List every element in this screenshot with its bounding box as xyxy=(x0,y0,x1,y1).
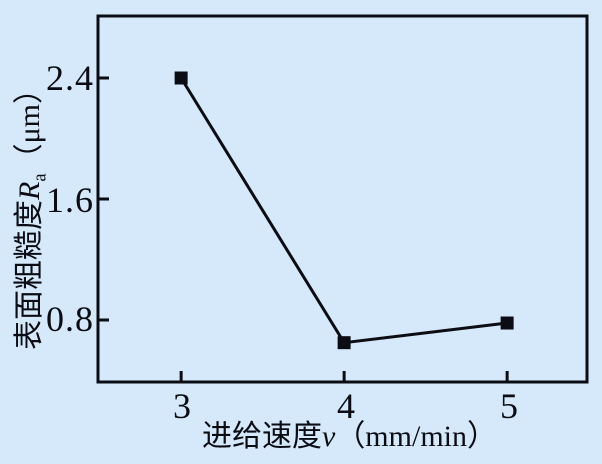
data-point-marker xyxy=(337,336,351,350)
y-axis-label: 表面粗糙度Ra（μm） xyxy=(13,74,58,350)
y-axis-variable-subscript: a xyxy=(29,173,51,182)
y-axis-variable: R xyxy=(12,181,46,201)
x-tick-label: 5 xyxy=(500,386,518,426)
x-axis-unit: （mm/min） xyxy=(335,420,497,453)
x-axis-variable: v xyxy=(321,420,336,453)
y-tick-label: 0.8 xyxy=(46,299,94,339)
x-tick-label: 3 xyxy=(173,386,191,426)
y-tick-label: 1.6 xyxy=(46,180,94,220)
x-tick-label: 4 xyxy=(337,386,355,426)
data-point-marker xyxy=(500,316,514,330)
y-axis-label-text: 表面粗糙度 xyxy=(12,200,46,351)
data-line xyxy=(179,76,509,345)
data-point-marker xyxy=(174,71,188,85)
y-tick-label: 2.4 xyxy=(46,58,94,98)
y-axis-unit: （μm） xyxy=(12,73,46,174)
x-axis-label: 进给速度v（mm/min） xyxy=(105,420,594,454)
plot-frame xyxy=(96,14,589,384)
x-axis-label-text: 进给速度 xyxy=(201,420,322,453)
